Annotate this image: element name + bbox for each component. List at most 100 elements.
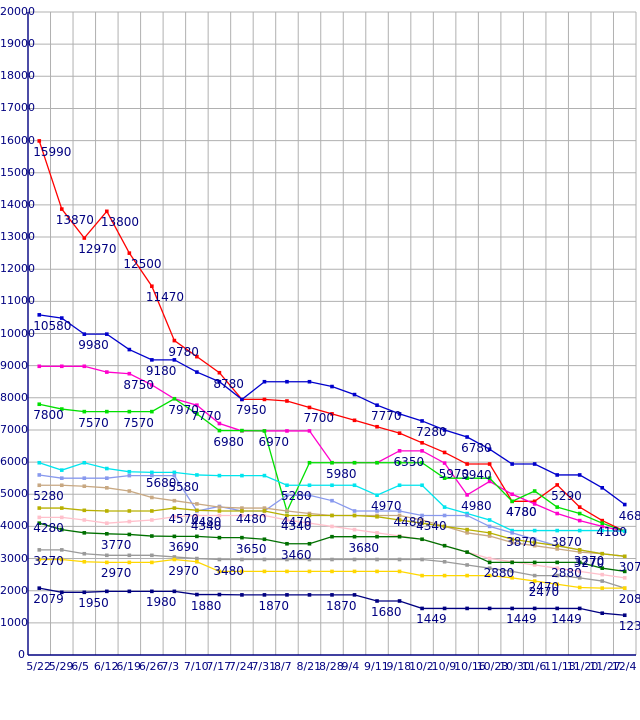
marker-series-magenta bbox=[127, 371, 132, 376]
marker-series-red bbox=[195, 354, 199, 359]
marker-series-darkgreen bbox=[622, 569, 627, 574]
marker-series-yellow bbox=[217, 569, 222, 574]
marker-series-periwinkle bbox=[307, 493, 312, 498]
marker-series-yellow bbox=[172, 557, 177, 562]
marker-series-green bbox=[375, 460, 379, 465]
marker-series-periwinkle bbox=[59, 476, 64, 480]
marker-series-magenta bbox=[217, 421, 222, 426]
marker-series-blue bbox=[352, 392, 357, 397]
data-point-label: 11470 bbox=[145, 290, 185, 305]
y-tick-label: 19000 bbox=[0, 37, 35, 51]
marker-series-navy bbox=[307, 593, 312, 597]
x-tick-label: 8/28 bbox=[319, 660, 344, 673]
data-point-label: 8780 bbox=[213, 376, 244, 391]
marker-series-cyan bbox=[577, 528, 582, 533]
marker-series-periwinkle bbox=[127, 473, 132, 478]
marker-series-green bbox=[240, 428, 244, 433]
data-point-label: 1950 bbox=[78, 596, 109, 611]
y-tick-label: 16000 bbox=[0, 133, 35, 147]
marker-series-blue bbox=[240, 397, 244, 402]
marker-series-navy bbox=[532, 606, 537, 611]
data-point-label: 12970 bbox=[78, 242, 117, 256]
marker-series-navy bbox=[510, 606, 514, 611]
y-tick-label: 10000 bbox=[0, 326, 35, 340]
marker-series-navy bbox=[330, 593, 334, 597]
data-point-label: 15990 bbox=[33, 144, 72, 159]
marker-series-red bbox=[352, 418, 357, 423]
marker-series-periwinkle bbox=[375, 509, 379, 513]
marker-series-gray bbox=[37, 548, 42, 552]
marker-series-tan bbox=[217, 505, 222, 509]
marker-series-gray bbox=[59, 548, 64, 552]
data-point-label: 7950 bbox=[235, 403, 267, 418]
marker-series-periwinkle bbox=[172, 473, 177, 478]
x-tick-label: 7/24 bbox=[228, 660, 254, 673]
marker-series-gray bbox=[127, 553, 132, 558]
x-tick-label: 9/18 bbox=[386, 660, 412, 673]
marker-series-blue bbox=[330, 384, 334, 389]
data-point-label: 5980 bbox=[326, 466, 357, 481]
data-point-label: 4280 bbox=[33, 521, 64, 536]
marker-series-yellow bbox=[195, 559, 199, 564]
data-point-label: 1449 bbox=[551, 612, 582, 627]
marker-series-blue bbox=[510, 462, 514, 466]
marker-series-gray bbox=[195, 556, 199, 561]
data-point-label: 4680 bbox=[618, 508, 640, 523]
marker-series-darkgreen bbox=[195, 534, 199, 539]
marker-series-green bbox=[442, 476, 447, 480]
marker-series-magenta bbox=[532, 502, 537, 506]
marker-series-magenta bbox=[195, 403, 199, 407]
marker-series-tan bbox=[555, 547, 559, 551]
marker-series-olive bbox=[375, 514, 379, 519]
data-point-label: 4480 bbox=[190, 514, 222, 529]
data-point-label: 1880 bbox=[190, 598, 222, 613]
marker-series-red bbox=[532, 499, 537, 504]
x-tick-label: 10/23 bbox=[476, 660, 509, 673]
data-point-label: 3650 bbox=[235, 541, 267, 556]
marker-series-pink bbox=[532, 563, 537, 567]
marker-series-navy bbox=[172, 589, 177, 594]
marker-series-olive bbox=[397, 518, 402, 522]
marker-series-olive bbox=[217, 509, 222, 513]
data-point-label: 4780 bbox=[506, 505, 537, 520]
data-point-label: 7770 bbox=[371, 409, 402, 424]
marker-series-yellow bbox=[330, 569, 334, 574]
marker-series-magenta bbox=[420, 449, 424, 453]
data-point-label: 1237 bbox=[618, 619, 640, 634]
x-tick-label: 11/6 bbox=[521, 660, 547, 673]
marker-series-cyan bbox=[217, 473, 222, 478]
marker-series-darkgreen bbox=[150, 534, 154, 538]
x-tick-label: 10/2 bbox=[409, 660, 434, 673]
marker-series-blue bbox=[127, 347, 132, 352]
marker-series-yellow bbox=[105, 560, 109, 565]
marker-series-cyan bbox=[555, 528, 559, 533]
marker-series-tan bbox=[172, 498, 177, 503]
marker-series-tan bbox=[150, 495, 154, 500]
marker-series-cyan bbox=[330, 483, 334, 488]
marker-series-darkgreen bbox=[330, 534, 334, 539]
marker-series-navy bbox=[600, 611, 605, 616]
marker-series-darkgreen bbox=[487, 560, 492, 565]
data-point-label: 7700 bbox=[303, 411, 335, 426]
marker-series-periwinkle bbox=[105, 476, 109, 480]
data-point-label: 5680 bbox=[145, 476, 177, 491]
marker-series-cyan bbox=[82, 460, 87, 465]
marker-series-olive bbox=[442, 524, 447, 529]
data-point-label: 4340 bbox=[416, 519, 447, 534]
marker-series-magenta bbox=[285, 429, 289, 433]
y-tick-label: 3000 bbox=[0, 551, 28, 565]
marker-series-yellow bbox=[487, 573, 492, 578]
x-tick-label: 7/10 bbox=[183, 660, 209, 673]
marker-series-gray bbox=[307, 557, 312, 562]
marker-series-pink bbox=[330, 524, 334, 529]
marker-series-tan bbox=[397, 513, 402, 518]
marker-series-navy bbox=[375, 599, 379, 603]
data-point-label: 7280 bbox=[416, 424, 447, 439]
x-tick-label: 10/30 bbox=[499, 660, 531, 673]
marker-series-green bbox=[420, 460, 424, 465]
marker-series-cyan bbox=[375, 493, 379, 498]
data-point-label: 13870 bbox=[55, 213, 94, 228]
marker-series-olive bbox=[262, 509, 267, 513]
marker-series-blue bbox=[105, 332, 109, 336]
marker-series-gray bbox=[285, 557, 289, 562]
